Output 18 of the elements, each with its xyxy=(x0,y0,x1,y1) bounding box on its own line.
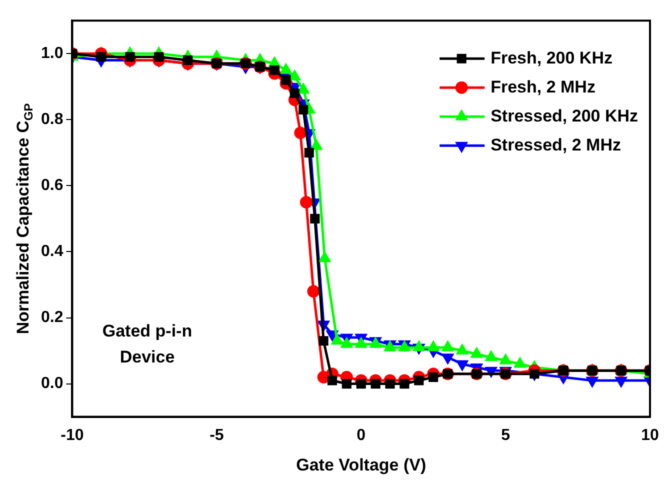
y-axis-title: Normalized Capacitance CGP xyxy=(14,103,36,334)
x-axis-title: Gate Voltage (V) xyxy=(296,456,426,475)
annotation: Gated p-i-n Device xyxy=(102,321,192,366)
legend-label: Fresh, 2 MHz xyxy=(490,77,596,96)
y-tick-label: 0.0 xyxy=(40,375,64,392)
y-tick-label: 1.0 xyxy=(40,45,64,62)
y-tick-label: 0.2 xyxy=(40,309,64,326)
x-tick-label: -5 xyxy=(210,426,224,444)
x-tick-label: 5 xyxy=(501,426,510,444)
y-tick-label: 0.4 xyxy=(40,243,64,260)
y-tick-label: 0.6 xyxy=(40,177,64,194)
x-tick-label: 10 xyxy=(641,426,659,444)
x-tick-label: 0 xyxy=(356,426,366,444)
legend-label: Stressed, 200 KHz xyxy=(490,106,638,126)
y-tick-label: 0.8 xyxy=(40,111,64,128)
legend-label: Fresh, 200 KHz xyxy=(490,48,612,68)
legend-label: Stressed, 2 MHz xyxy=(490,135,621,154)
x-tick-label: -10 xyxy=(60,426,84,444)
